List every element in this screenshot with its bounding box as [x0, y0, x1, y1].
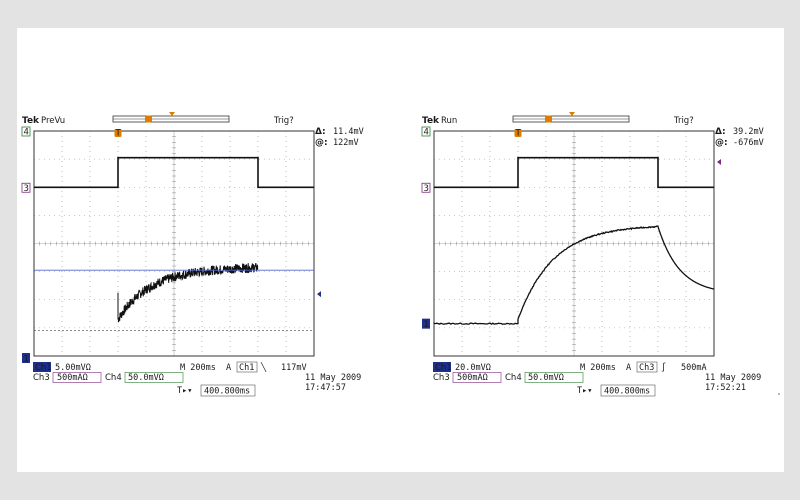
ch1-marker-label: 1	[24, 355, 29, 365]
graticule-frame	[33, 130, 315, 357]
ch3-marker-label: 3	[24, 184, 29, 194]
ch1-scale: 20.0mVΩ	[455, 363, 491, 373]
trigger-position-readout: 400.800ms	[204, 387, 250, 397]
ch4-scale: 50.0mVΩ	[128, 373, 164, 383]
ch4-scale: 50.0mVΩ	[528, 373, 564, 383]
ch1-charge-trace	[117, 262, 259, 323]
ch3-scale: 500mAΩ	[57, 373, 88, 383]
ch1-label: Ch1	[435, 363, 452, 373]
capture-time: 17:47:57	[305, 383, 346, 393]
timebase-readout: M 200ms	[580, 363, 616, 373]
cursor-at-label: @:	[715, 138, 728, 148]
trigger-status: Trig?	[673, 116, 694, 126]
acquisition-mode: PreVu	[41, 116, 65, 126]
ch1-scale: 5.00mVΩ	[55, 363, 91, 373]
ch3-marker	[421, 182, 431, 193]
ch1-marker	[422, 318, 430, 329]
record-trigger-marker	[545, 115, 552, 123]
ch1-marker	[22, 353, 30, 363]
capture-date: 11 May 2009	[705, 373, 761, 383]
ch1-charge-decay-trace	[433, 225, 715, 326]
ch4-scale-box	[124, 372, 184, 383]
cursor-delta-value: 11.4mV	[333, 127, 364, 137]
ch4-square-wave	[434, 156, 714, 189]
graticule-frame	[433, 130, 715, 357]
trigger-slope: ∫	[661, 362, 666, 373]
trigger-position-icon: T▸▾	[177, 386, 192, 396]
ch1-label-box	[433, 362, 451, 372]
capture-date: 11 May 2009	[305, 373, 361, 383]
ch4-scale-box	[524, 372, 584, 383]
trigger-channel: Ch1	[239, 363, 254, 373]
trigger-position-marker	[514, 129, 522, 137]
cursor-delta-label: Δ:	[715, 127, 726, 137]
ch4-label: Ch4	[105, 373, 122, 383]
trigger-position-icon: T▸▾	[577, 386, 592, 396]
capture-time: 17:52:21	[705, 383, 746, 393]
trigger-mode: A	[226, 363, 231, 373]
trigger-channel: Ch3	[639, 363, 654, 373]
acquisition-mode: Run	[441, 116, 457, 126]
oscilloscope-svg: Tek Run Trig? Δ: 39.2mV @: -676mV 4 3 1 T Ch1 20.0mV…	[421, 112, 764, 397]
trigger-position-box	[600, 384, 656, 397]
trigger-ch-box	[636, 361, 658, 373]
brand-label: Tek	[22, 116, 40, 126]
trigger-position-readout: 400.800ms	[604, 387, 650, 397]
ch1-label: Ch1	[35, 363, 52, 373]
trigger-level-arrow	[317, 291, 321, 298]
trigger-status: Trig?	[273, 116, 294, 126]
trigger-position-box	[200, 384, 256, 397]
brand-label: Tek	[422, 116, 440, 126]
cursor-at-value: -676mV	[733, 138, 764, 148]
cursor-delta-value: 39.2mV	[733, 127, 764, 137]
ch4-marker-label: 4	[424, 128, 429, 138]
record-view-marker	[169, 112, 175, 116]
ch1-marker-label: 1	[424, 320, 429, 330]
timebase-readout: M 200ms	[180, 363, 216, 373]
trigger-mode: A	[626, 363, 631, 373]
ch3-label: Ch3	[33, 373, 50, 383]
trigger-position-marker	[114, 129, 122, 137]
ch3-marker-label: 3	[424, 184, 429, 194]
record-trigger-marker	[145, 115, 152, 123]
ch4-square-wave	[34, 156, 314, 189]
trigger-ch-box	[236, 361, 258, 373]
trigger-level-arrow	[717, 158, 721, 165]
trigger-position-label: T	[115, 129, 122, 139]
ch3-scale-box	[452, 372, 502, 383]
graticule	[433, 130, 715, 357]
cursor-at-label: @:	[315, 138, 328, 148]
trigger-level-readout: 117mV	[281, 363, 307, 373]
ch3-label: Ch3	[433, 373, 450, 383]
ch3-scale-box	[52, 372, 102, 383]
ch1-label-box	[33, 362, 51, 372]
ch4-label: Ch4	[505, 373, 522, 383]
ch4-marker	[421, 126, 431, 137]
ch4-marker	[21, 126, 31, 137]
scope-right: Tek Run Trig? Δ: 39.2mV @: -676mV 4 3 1 T Ch1 20.0mV…	[417, 28, 764, 472]
cursor-at-value: 122mV	[333, 138, 359, 148]
cursor-delta-label: Δ:	[315, 127, 326, 137]
record-view-marker	[569, 112, 575, 116]
trigger-level-readout: 500mA	[681, 363, 707, 373]
ch4-marker-label: 4	[24, 128, 29, 138]
scope-left: Tek PreVu Trig? Δ: 11.4mV @: 122mV 4 3 1 T Ch1 5.00m…	[17, 28, 364, 472]
ch3-marker	[21, 182, 31, 193]
trigger-slope: ╲	[260, 362, 267, 373]
trigger-position-label: T	[515, 129, 522, 139]
graticule	[33, 130, 315, 357]
corner-dot	[778, 393, 780, 395]
ch3-scale: 500mAΩ	[457, 373, 488, 383]
figure-card: Tek PreVu Trig? Δ: 11.4mV @: 122mV 4 3 1 T Ch1 5.00m…	[17, 28, 784, 472]
